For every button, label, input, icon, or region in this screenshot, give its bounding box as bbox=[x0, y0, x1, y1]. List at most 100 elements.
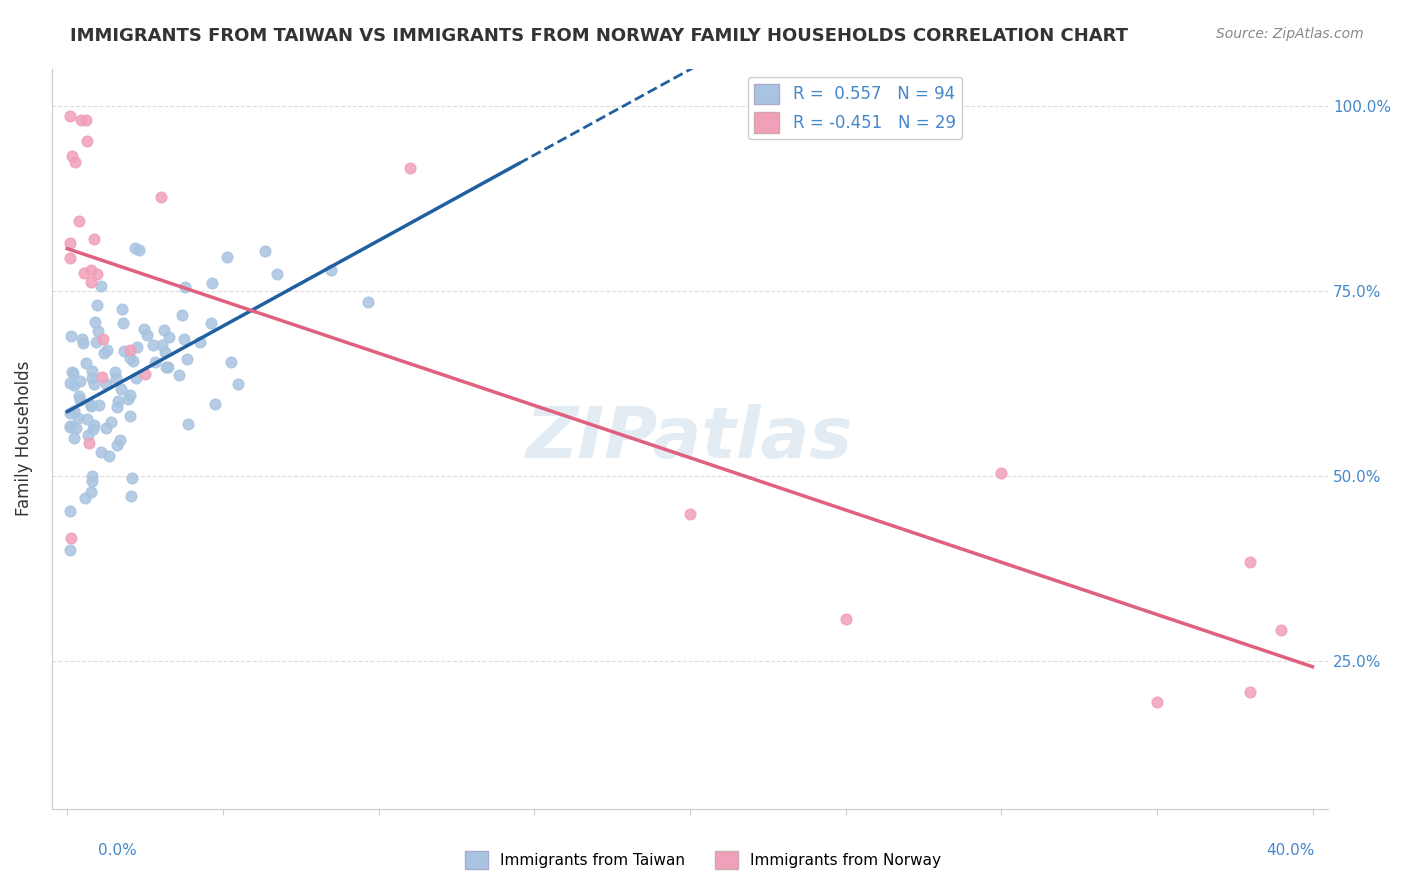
Point bbox=[128, 243, 150, 257]
Point bbox=[1239, 685, 1261, 699]
Point bbox=[83, 417, 105, 432]
Point bbox=[73, 266, 96, 280]
Point bbox=[143, 355, 166, 369]
Point bbox=[65, 421, 87, 435]
Point bbox=[118, 388, 141, 402]
Point bbox=[155, 360, 177, 375]
Point bbox=[91, 332, 114, 346]
Point bbox=[132, 321, 155, 335]
Point bbox=[679, 508, 702, 522]
Point bbox=[72, 335, 94, 350]
Point bbox=[254, 244, 277, 259]
Point bbox=[201, 277, 224, 291]
Point bbox=[110, 382, 132, 396]
Point bbox=[1146, 696, 1168, 710]
Point bbox=[121, 471, 143, 485]
Point bbox=[157, 359, 180, 374]
Point bbox=[82, 364, 104, 378]
Point bbox=[86, 334, 108, 349]
Point bbox=[215, 250, 238, 264]
Point bbox=[59, 542, 82, 557]
Point bbox=[80, 399, 103, 413]
Point bbox=[83, 232, 105, 246]
Point bbox=[157, 330, 180, 344]
Point bbox=[1239, 555, 1261, 569]
Point bbox=[59, 406, 82, 420]
Point bbox=[67, 389, 90, 403]
Point bbox=[59, 531, 82, 545]
Point bbox=[118, 351, 141, 366]
Point bbox=[59, 236, 82, 251]
Point bbox=[174, 280, 197, 294]
Point bbox=[63, 403, 86, 417]
Point bbox=[93, 346, 115, 360]
Point bbox=[321, 263, 343, 277]
Point bbox=[59, 252, 82, 266]
Text: IMMIGRANTS FROM TAIWAN VS IMMIGRANTS FROM NORWAY FAMILY HOUSEHOLDS CORRELATION C: IMMIGRANTS FROM TAIWAN VS IMMIGRANTS FRO… bbox=[70, 27, 1128, 45]
Point bbox=[77, 436, 100, 450]
Point bbox=[59, 418, 82, 433]
Point bbox=[67, 214, 90, 228]
Point bbox=[228, 377, 250, 392]
Point bbox=[83, 315, 105, 329]
Point bbox=[108, 433, 131, 447]
Point bbox=[100, 415, 122, 429]
Point bbox=[152, 324, 174, 338]
Point bbox=[124, 241, 146, 255]
Point bbox=[75, 356, 97, 370]
Point bbox=[90, 445, 112, 459]
Point bbox=[86, 297, 108, 311]
Point bbox=[1270, 624, 1292, 638]
Point bbox=[170, 308, 193, 322]
Point bbox=[173, 332, 195, 346]
Point bbox=[83, 377, 105, 392]
Point bbox=[59, 376, 82, 391]
Point bbox=[63, 155, 86, 169]
Point bbox=[96, 420, 118, 434]
Point bbox=[62, 366, 84, 380]
Point bbox=[125, 371, 148, 385]
Point bbox=[834, 612, 856, 626]
Point bbox=[82, 421, 104, 435]
Point bbox=[111, 302, 134, 317]
Point bbox=[89, 398, 111, 412]
Point bbox=[149, 190, 172, 204]
Point bbox=[190, 335, 212, 350]
Point bbox=[75, 112, 97, 127]
Point bbox=[117, 392, 139, 406]
Point bbox=[112, 343, 135, 358]
Point bbox=[357, 295, 380, 310]
Point bbox=[80, 397, 103, 411]
Point bbox=[62, 431, 84, 445]
Point bbox=[112, 317, 135, 331]
Point bbox=[79, 263, 101, 277]
Point bbox=[89, 279, 111, 293]
Point bbox=[990, 467, 1012, 481]
Point bbox=[76, 134, 98, 148]
Point bbox=[90, 370, 112, 384]
Point bbox=[70, 113, 93, 128]
Point bbox=[120, 490, 142, 504]
Point bbox=[59, 329, 82, 343]
Point bbox=[73, 491, 96, 506]
Text: 0.0%: 0.0% bbox=[98, 843, 138, 858]
Point bbox=[176, 351, 198, 366]
Legend: R =  0.557   N = 94, R = -0.451   N = 29: R = 0.557 N = 94, R = -0.451 N = 29 bbox=[748, 77, 963, 139]
Point bbox=[80, 484, 103, 499]
Point bbox=[118, 343, 141, 357]
Point bbox=[76, 412, 98, 426]
Point bbox=[59, 109, 82, 123]
Point bbox=[150, 338, 173, 352]
Point bbox=[69, 393, 91, 408]
Point bbox=[86, 325, 108, 339]
Point bbox=[103, 366, 125, 380]
Point bbox=[62, 378, 84, 392]
Point bbox=[219, 355, 242, 369]
Point bbox=[69, 374, 91, 388]
Text: Source: ZipAtlas.com: Source: ZipAtlas.com bbox=[1216, 27, 1364, 41]
Point bbox=[107, 393, 129, 408]
Point bbox=[96, 343, 118, 357]
Point bbox=[59, 504, 82, 518]
Y-axis label: Family Households: Family Households bbox=[15, 361, 32, 516]
Point bbox=[72, 332, 94, 346]
